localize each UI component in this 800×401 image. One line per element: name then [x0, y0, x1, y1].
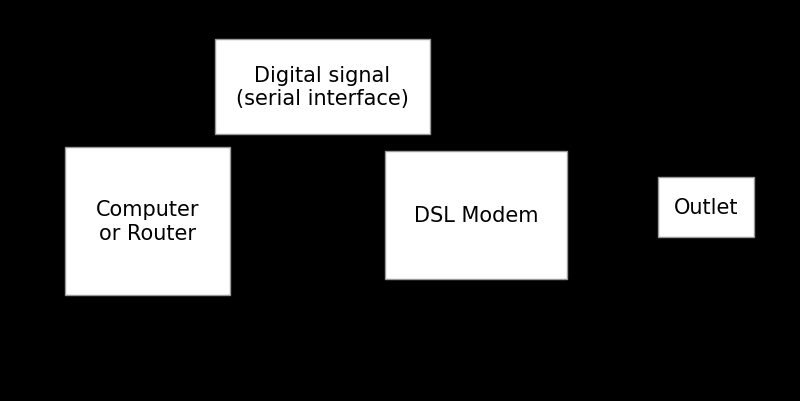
Text: Computer
or Router: Computer or Router: [96, 200, 199, 243]
FancyBboxPatch shape: [385, 152, 567, 279]
FancyBboxPatch shape: [215, 40, 430, 135]
Text: DSL Modem: DSL Modem: [414, 205, 538, 225]
Text: Digital signal
(serial interface): Digital signal (serial interface): [236, 66, 409, 109]
FancyBboxPatch shape: [658, 178, 754, 237]
FancyBboxPatch shape: [65, 148, 230, 295]
Text: Outlet: Outlet: [674, 198, 738, 217]
